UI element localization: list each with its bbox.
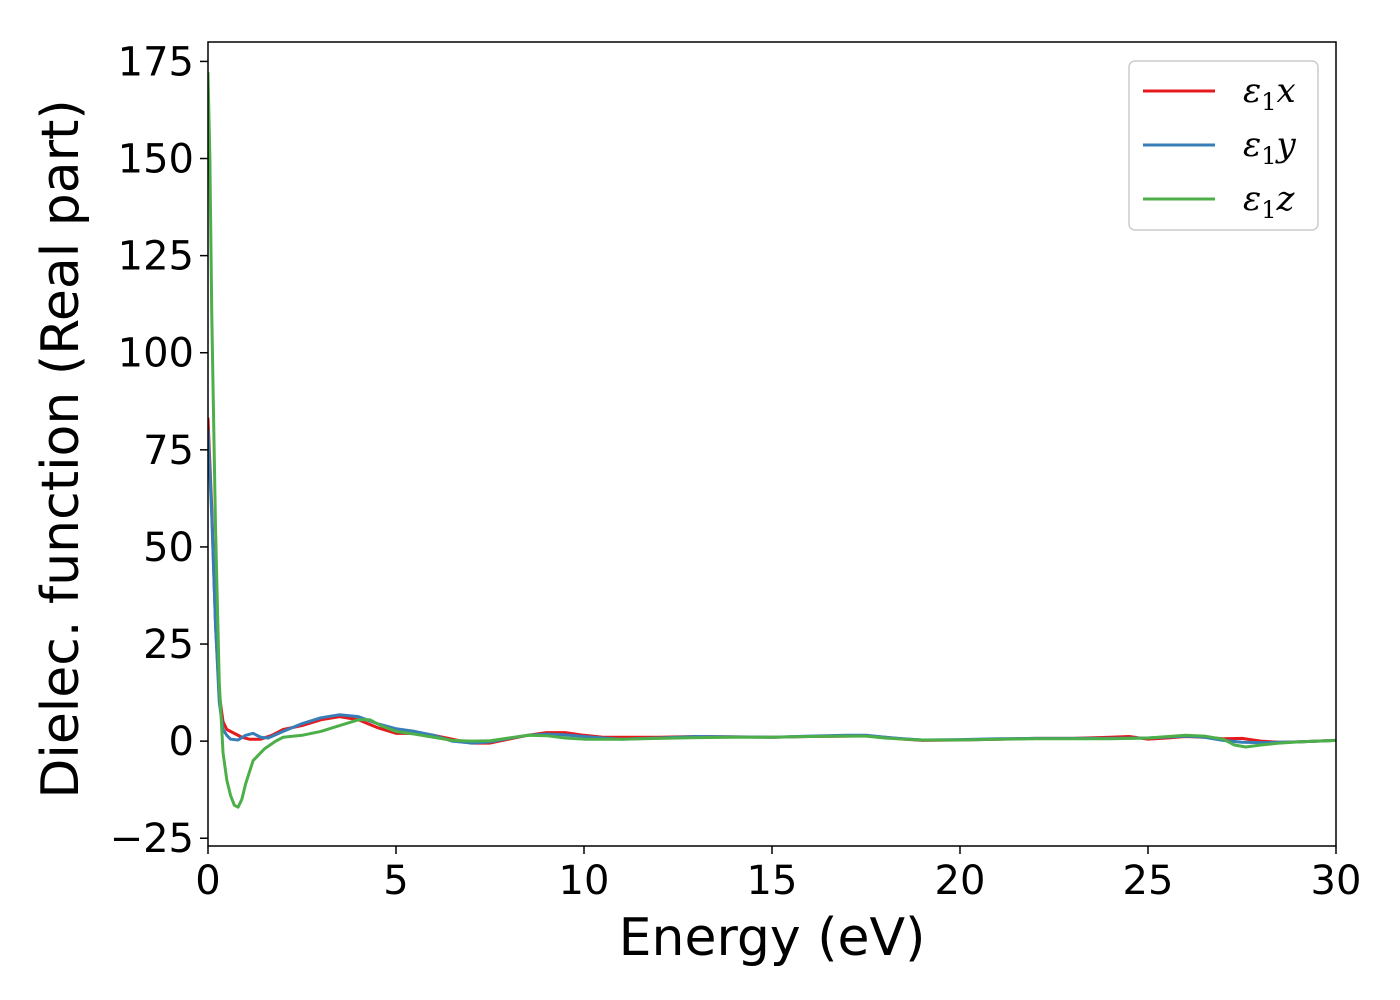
y-tick-label: 75 — [143, 428, 194, 474]
y-tick-label: 150 — [118, 137, 194, 183]
x-tick-label: 20 — [935, 858, 986, 904]
y-tick-label: 50 — [143, 525, 194, 571]
y-tick-label: 0 — [169, 719, 194, 765]
legend: ε1x ε1y ε1z — [1128, 60, 1319, 231]
legend-label-1: ε1y — [1243, 125, 1297, 170]
legend-label-2: ε1z — [1243, 179, 1296, 224]
series-line-1 — [208, 428, 1336, 745]
x-tick-label: 15 — [747, 858, 798, 904]
y-tick-label: 25 — [143, 622, 194, 668]
y-axis-label: Dielec. function (Real part) — [31, 99, 91, 798]
x-tick-label: 0 — [195, 858, 220, 904]
x-tick-label: 30 — [1311, 858, 1362, 904]
x-tick-label: 10 — [559, 858, 610, 904]
y-tick-label: −25 — [110, 816, 194, 862]
x-tick-label: 25 — [1123, 858, 1174, 904]
legend-label-0: ε1x — [1243, 71, 1296, 116]
legend-box — [1128, 60, 1319, 231]
series-line-0 — [208, 417, 1336, 745]
x-axis-label: Energy (eV) — [619, 908, 926, 968]
y-tick-label: 125 — [118, 234, 194, 280]
series-layer — [208, 71, 1336, 809]
series-line-2 — [208, 71, 1336, 809]
y-tick-label: 175 — [118, 39, 194, 85]
x-tick-label: 5 — [383, 858, 408, 904]
y-tick-label: 100 — [118, 331, 194, 377]
